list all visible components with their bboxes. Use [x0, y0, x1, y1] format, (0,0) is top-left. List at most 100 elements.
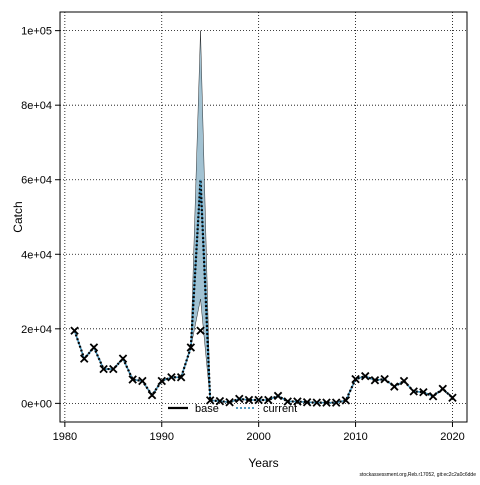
observed-point-stroke: [89, 343, 99, 352]
observed-point-stroke: [312, 398, 322, 407]
observed-point: [273, 391, 283, 401]
axes: 1980 1990 2000 2010 2020 0e+00 2e+04 4e+04 6e+04…: [21, 26, 465, 443]
series-line-base: [73, 179, 454, 404]
observed-point: [293, 397, 302, 406]
observed-point-stroke: [147, 390, 157, 400]
observed-point-stroke: [370, 376, 380, 385]
observed-point-stroke: [99, 364, 108, 374]
y-tick-label: 4e+04: [21, 249, 52, 261]
observed-point-stroke: [341, 396, 351, 405]
observed-point-stroke: [283, 397, 292, 406]
observed-point: [79, 354, 89, 363]
x-tick-label: 1990: [150, 431, 174, 443]
x-tick-label: 2010: [343, 431, 367, 443]
observed-point-stroke: [293, 397, 302, 406]
observed-point-stroke: [254, 395, 263, 405]
observed-point-stroke: [380, 374, 389, 384]
observed-point: [283, 397, 292, 406]
observed-point-stroke: [273, 391, 283, 401]
observed-point: [331, 398, 341, 407]
observed-point-stroke: [176, 373, 186, 382]
observed-point-stroke: [109, 364, 118, 374]
observed-point: [89, 343, 99, 352]
observed-point: [196, 326, 205, 335]
observed-point: [254, 395, 263, 405]
observed-point-stroke: [118, 354, 128, 363]
observed-point: [109, 364, 118, 374]
footer-note: stockassessment.org,Reb.r17052, git:ec2c…: [360, 472, 477, 478]
observed-point-stroke: [399, 376, 409, 386]
observed-point-stroke: [205, 396, 215, 405]
observed-point: [351, 374, 360, 384]
observed-point: [215, 396, 225, 406]
y-tick-label: 1e+05: [21, 26, 52, 38]
x-tick-label: 2000: [246, 431, 270, 443]
y-tick-label: 0e+00: [21, 398, 52, 410]
observed-point: [370, 376, 380, 385]
observed-point-stroke: [409, 387, 418, 396]
confidence-band: [74, 30, 453, 403]
y-tick-label: 2e+04: [21, 324, 52, 336]
observed-point: [70, 326, 79, 335]
observed-point: [322, 398, 331, 407]
observed-point: [225, 398, 234, 407]
observed-point: [341, 396, 351, 405]
observed-point: [312, 398, 322, 407]
series-layer: [73, 179, 454, 404]
plot-frame: [59, 11, 468, 423]
observed-point: [235, 394, 244, 404]
observed-point-stroke: [390, 382, 399, 391]
y-tick-label: 8e+04: [21, 100, 52, 112]
observed-point: [128, 375, 137, 384]
observed-point-stroke: [361, 371, 370, 381]
observed-point: [264, 395, 273, 405]
observed-point: [390, 382, 399, 391]
observed-point: [448, 393, 457, 403]
x-axis-title: Years: [248, 456, 278, 470]
observed-point: [99, 364, 108, 374]
observed-point: [186, 343, 196, 352]
observed-point-stroke: [196, 326, 205, 335]
observed-point: [380, 374, 389, 384]
confidence-band-layer: [74, 30, 453, 403]
observed-point-stroke: [428, 392, 438, 401]
observed-point: [176, 373, 186, 382]
observed-point-stroke: [138, 376, 147, 386]
legend-label-current: current: [263, 403, 297, 415]
observed-point: [419, 387, 428, 397]
grid: [60, 12, 467, 422]
observed-point-stroke: [419, 387, 428, 397]
observed-point-stroke: [244, 395, 254, 405]
observed-point: [138, 376, 147, 386]
observed-point-stroke: [167, 373, 176, 382]
observed-point-stroke: [225, 398, 234, 407]
observed-point-stroke: [351, 374, 360, 384]
observed-point: [302, 398, 312, 407]
observed-point: [167, 373, 176, 382]
observed-point: [409, 387, 418, 396]
observed-point: [147, 390, 157, 400]
observed-point-stroke: [79, 354, 89, 363]
legend: base current: [168, 403, 297, 415]
x-tick-label: 1980: [53, 431, 77, 443]
series-line-current: [73, 179, 454, 404]
observed-point-stroke: [235, 394, 244, 404]
observed-point-stroke: [322, 398, 331, 407]
legend-label-base: base: [195, 403, 219, 415]
observed-point-stroke: [70, 326, 79, 335]
observed-point-stroke: [264, 395, 273, 405]
observed-point-stroke: [215, 396, 225, 406]
observed-point-stroke: [331, 398, 341, 407]
observed-point-stroke: [438, 384, 448, 394]
y-axis-title: Catch: [11, 201, 25, 232]
y-tick-label: 6e+04: [21, 175, 52, 187]
observed-point: [205, 396, 215, 405]
observed-point: [361, 371, 370, 381]
observed-point-stroke: [448, 393, 457, 403]
x-tick-label: 2020: [440, 431, 464, 443]
observed-point: [244, 395, 254, 405]
observed-point: [157, 376, 166, 386]
observed-point: [428, 392, 438, 401]
